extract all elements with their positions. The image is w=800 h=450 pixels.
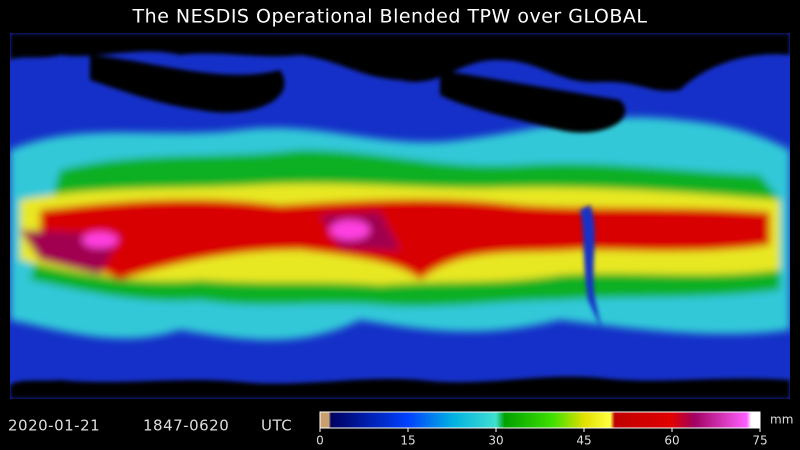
date-label: 2020-01-21 xyxy=(8,417,100,435)
tpw-field xyxy=(10,33,790,399)
colorbar-tick-label: 30 xyxy=(488,434,503,448)
colorbar-tick-label: 60 xyxy=(664,434,679,448)
colorbar xyxy=(319,411,761,429)
colorbar-ticks: 0 15 30 45 60 75 xyxy=(316,428,768,448)
colorbar-tick-label: 15 xyxy=(400,434,415,448)
time-label: 1847-0620 xyxy=(143,417,229,435)
colorbar-tick-label: 75 xyxy=(752,434,767,448)
map-title: The NESDIS Operational Blended TPW over … xyxy=(132,6,648,28)
colorbar-tick-label: 0 xyxy=(316,434,324,448)
colorbar-tick-label: 45 xyxy=(576,434,591,448)
zone-label: UTC xyxy=(261,417,292,435)
colorbar-unit: mm xyxy=(770,413,793,427)
